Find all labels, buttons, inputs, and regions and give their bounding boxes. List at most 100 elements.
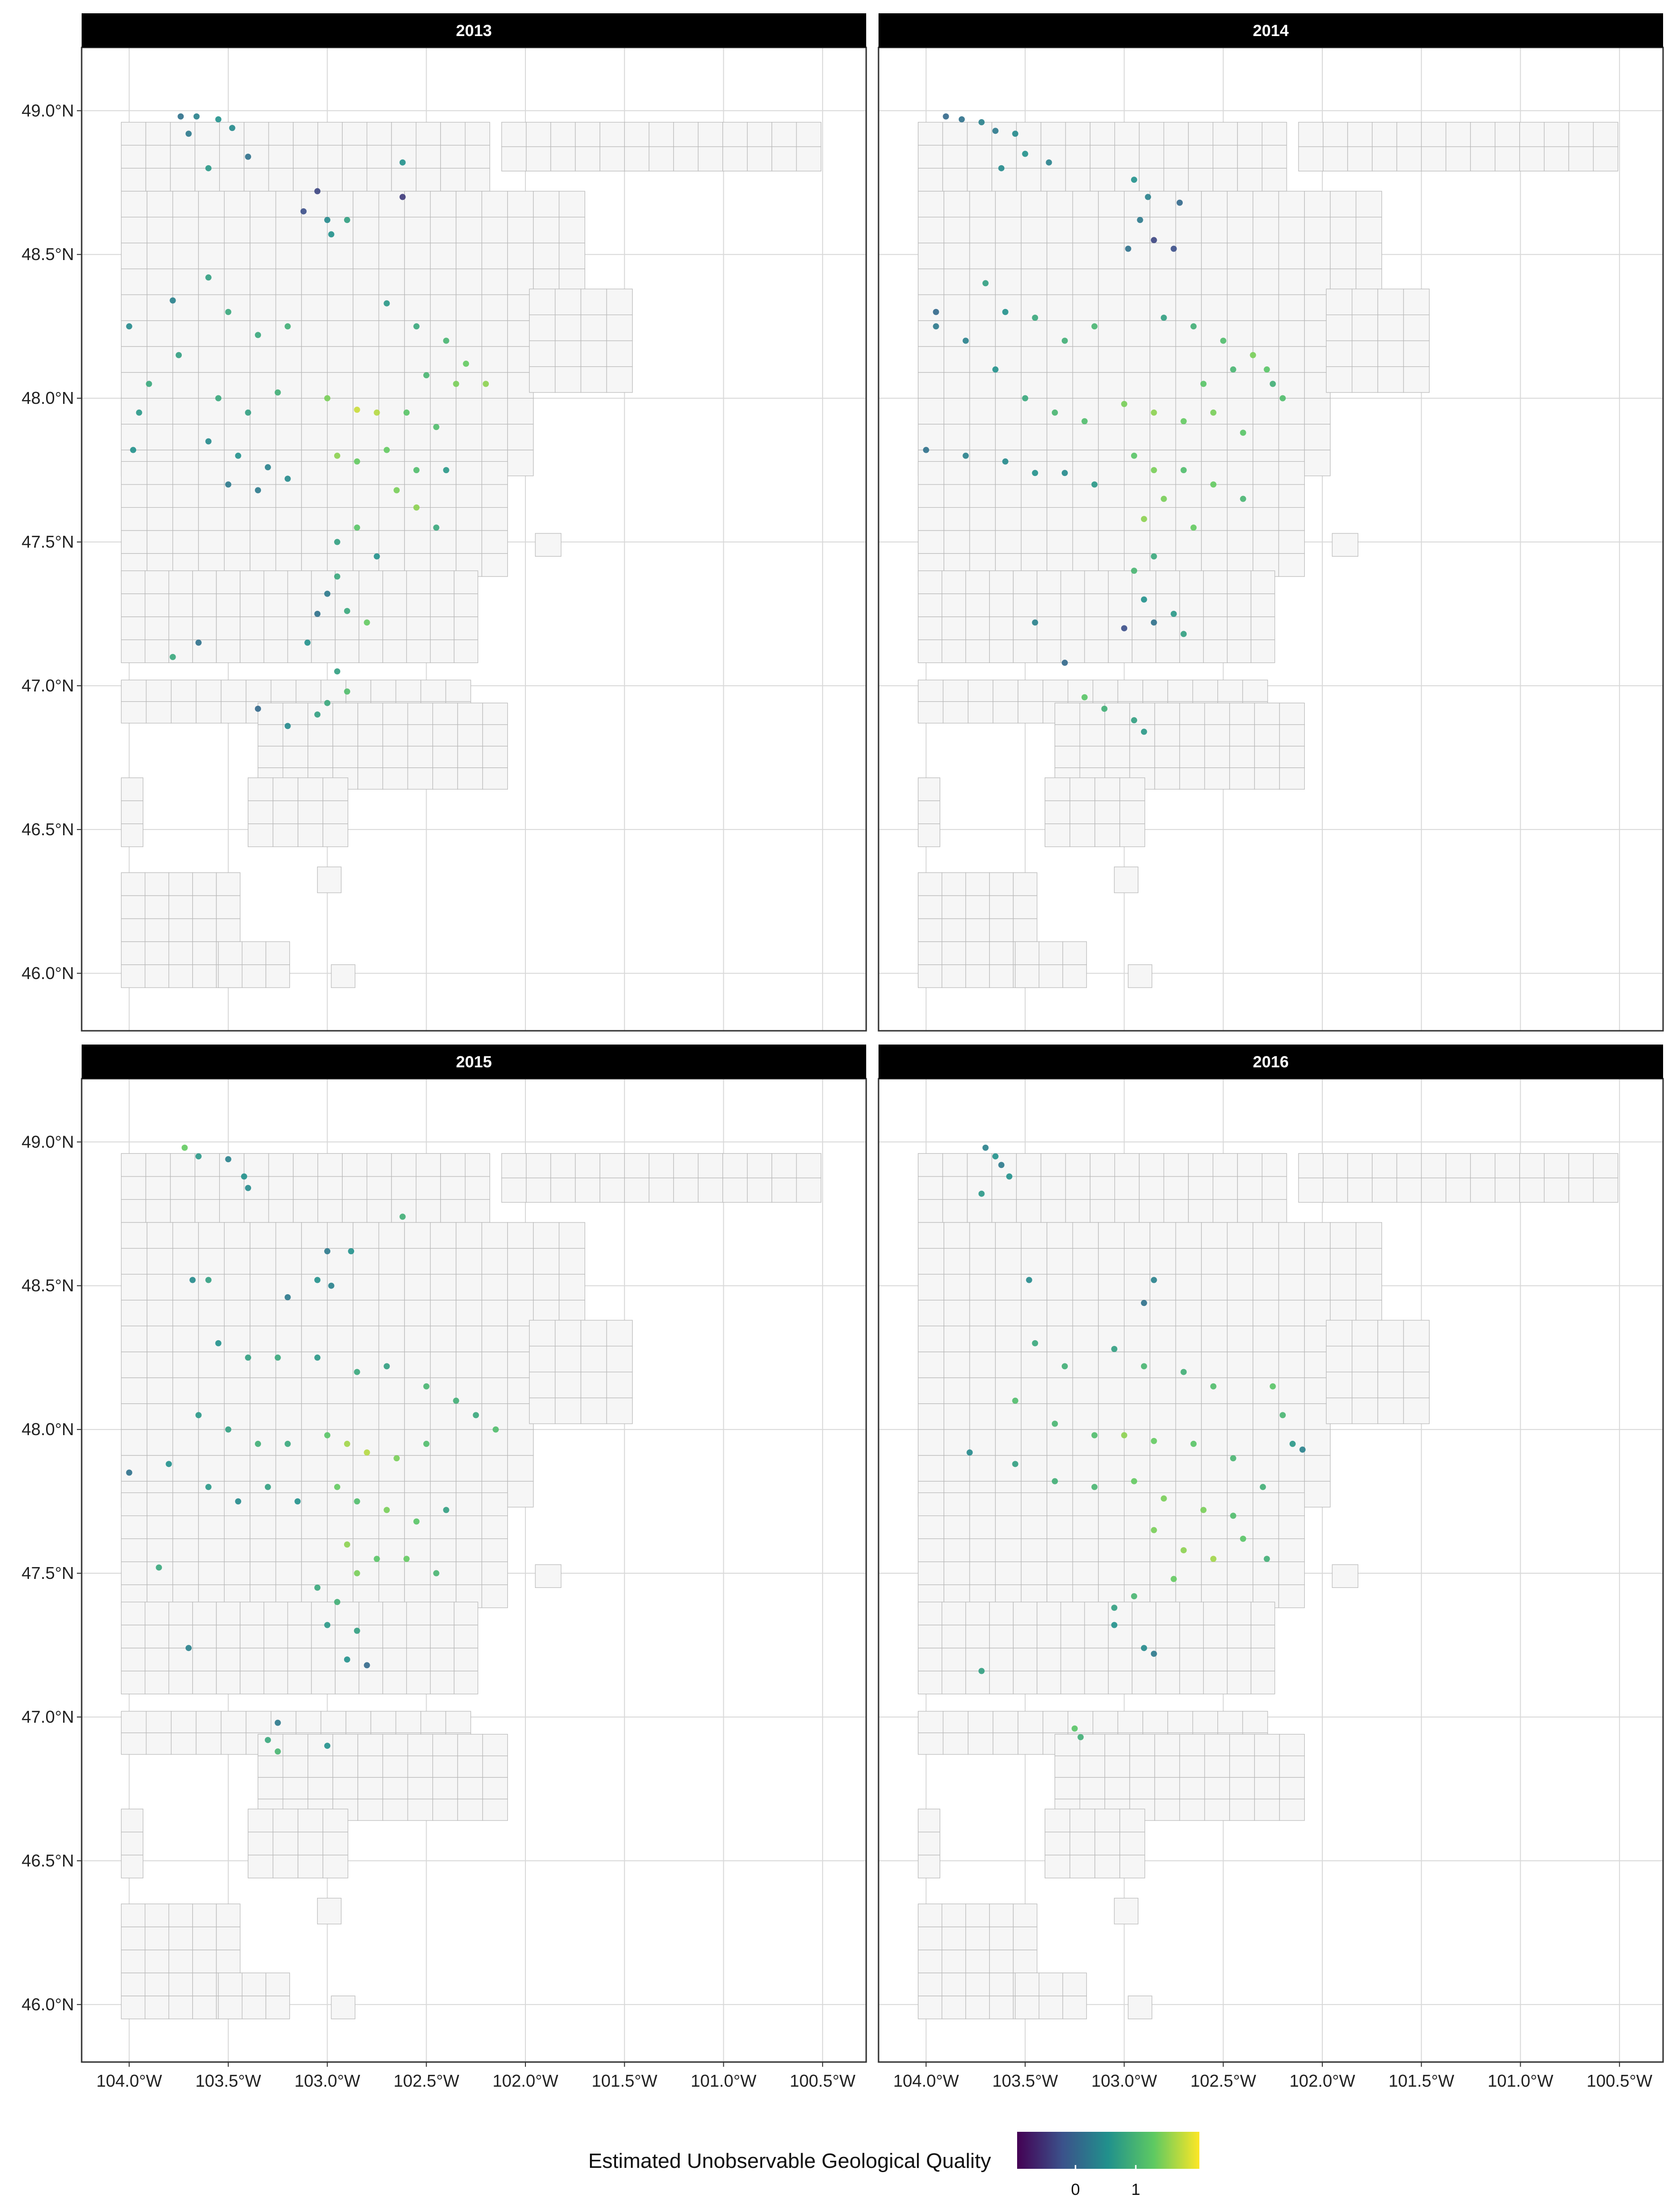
county-cell: [995, 294, 1022, 321]
county-cell: [168, 616, 193, 640]
well-point: [241, 1173, 247, 1180]
county-cell: [995, 530, 1022, 554]
county-cell: [673, 146, 699, 172]
county-cell: [168, 1996, 193, 2019]
county-cell: [404, 484, 431, 508]
well-point: [978, 119, 985, 126]
well-point: [1091, 1432, 1098, 1438]
county-cell: [1163, 145, 1189, 169]
county-cell: [1568, 1153, 1594, 1178]
county-cell: [268, 145, 294, 169]
well-point: [1125, 245, 1132, 252]
county-cell: [917, 1153, 943, 1177]
well-point: [245, 1354, 252, 1361]
y-tick-label-0: 49.0°N: [22, 101, 74, 120]
county-cell: [353, 268, 379, 295]
county-cell: [1253, 294, 1279, 321]
county-cell: [1047, 346, 1073, 373]
county-cell: [1278, 1538, 1305, 1562]
county-cell: [250, 1561, 276, 1585]
county-cell: [454, 1624, 478, 1649]
county-cell: [121, 918, 146, 942]
county-cell: [1104, 746, 1130, 768]
county-cell: [1377, 340, 1404, 367]
county-cell: [1124, 320, 1150, 347]
well-point: [1026, 1277, 1032, 1283]
county-cell: [382, 1734, 408, 1756]
county-cell: [293, 121, 318, 146]
county-cell: [121, 823, 144, 847]
county-cell: [404, 268, 431, 295]
county-cell: [1253, 1492, 1279, 1516]
county-cell: [1094, 1855, 1121, 1878]
county-cell: [121, 1538, 148, 1562]
county-cell: [192, 918, 217, 942]
well-point: [1210, 1556, 1216, 1562]
well-point: [383, 1363, 390, 1370]
county-cell: [1175, 1299, 1202, 1326]
county-cell: [1204, 746, 1230, 768]
county-cell: [357, 1777, 383, 1800]
county-cell: [917, 372, 945, 399]
well-point: [403, 1556, 410, 1562]
county-cell: [944, 1492, 970, 1516]
county-cell: [1047, 1403, 1073, 1430]
county-cell: [1098, 1455, 1125, 1482]
county-cell: [1254, 1755, 1280, 1778]
county-cell: [1060, 1671, 1085, 1695]
county-cell: [287, 1624, 312, 1649]
county-cell: [378, 1222, 405, 1249]
well-point: [1111, 1622, 1118, 1628]
county-cell: [1421, 146, 1447, 172]
county-cell: [917, 1671, 943, 1695]
well-point: [1170, 1576, 1177, 1582]
county-cell: [555, 289, 581, 316]
county-cell: [121, 1299, 148, 1326]
county-cell: [265, 941, 290, 965]
county-cell: [1098, 1351, 1125, 1378]
county-cell: [1020, 1222, 1047, 1249]
county-cell: [481, 243, 508, 270]
county-cell: [1150, 1299, 1176, 1326]
county-cell: [121, 872, 146, 896]
county-cell: [575, 121, 600, 147]
county-cell: [404, 1377, 431, 1404]
county-cell: [1179, 1624, 1204, 1649]
well-point: [255, 705, 262, 712]
county-cell: [1201, 507, 1228, 531]
well-point: [978, 1668, 985, 1674]
county-cell: [216, 639, 241, 663]
county-cell: [121, 1492, 148, 1516]
county-cell: [941, 1950, 966, 1973]
county-cell: [941, 1602, 966, 1625]
well-point: [225, 481, 232, 488]
x-tick-label-0: 104.0°W: [893, 2071, 959, 2091]
well-point: [229, 125, 235, 131]
county-cell: [943, 1711, 969, 1733]
county-cell: [1201, 424, 1228, 450]
county-cell: [168, 1602, 193, 1625]
county-cell: [1065, 1199, 1091, 1223]
county-cell: [1119, 1855, 1145, 1878]
well-point: [1180, 418, 1187, 425]
well-point: [215, 395, 222, 401]
county-cell: [1124, 1561, 1150, 1585]
county-cell: [332, 1777, 358, 1800]
county-cell: [1020, 1274, 1047, 1301]
county-cell: [1124, 1248, 1150, 1275]
county-cell: [481, 191, 508, 218]
county-cell: [1084, 1647, 1109, 1671]
well-point: [1170, 245, 1177, 252]
county-cell: [941, 1647, 966, 1671]
well-point: [235, 1498, 242, 1505]
county-cell: [1038, 964, 1063, 988]
county-cell: [457, 1799, 483, 1821]
county-cell: [404, 424, 431, 450]
well-point: [324, 700, 331, 706]
county-cell: [172, 243, 199, 270]
well-point: [354, 524, 360, 531]
county-cell: [529, 1372, 556, 1399]
county-cell: [1254, 724, 1280, 747]
county-cell: [250, 461, 276, 485]
county-cell: [1060, 570, 1085, 594]
